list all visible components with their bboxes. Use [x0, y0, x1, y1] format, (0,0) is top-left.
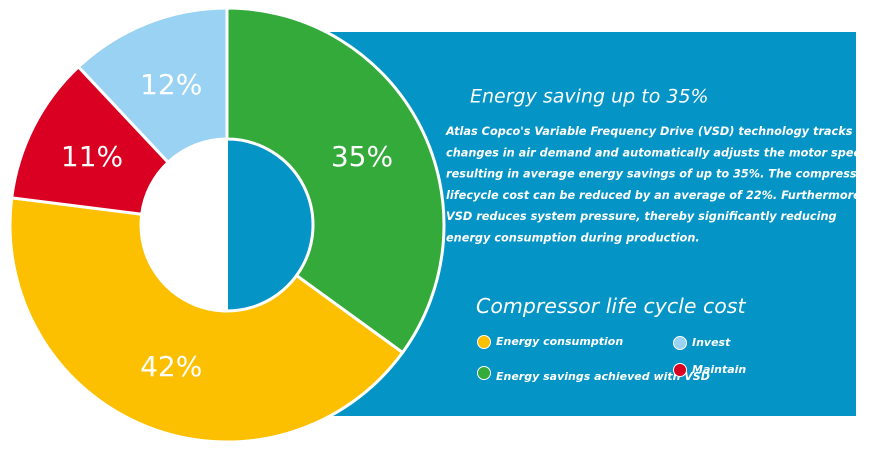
- heading: Energy saving up to 35%: [470, 86, 709, 108]
- slice: [225, 6, 446, 355]
- legend-swatch: [477, 366, 491, 380]
- legend-label: Energy consumption: [496, 335, 623, 348]
- legend-swatch: [673, 363, 687, 377]
- slice: [8, 196, 405, 444]
- paragraph-line: resulting in average energy savings of u…: [446, 168, 872, 181]
- slice: [76, 6, 229, 165]
- paragraph-line: Atlas Copco's Variable Frequency Drive (…: [445, 125, 853, 138]
- legend-swatch: [477, 335, 491, 349]
- value-label: 11%: [61, 140, 123, 173]
- paragraph-line: energy consumption during production.: [446, 232, 700, 245]
- slice: [10, 64, 171, 216]
- chart-title: Compressor life cycle cost: [476, 294, 746, 318]
- value-label: 35%: [331, 140, 393, 173]
- paragraph-line: VSD reduces system pressure, thereby sig…: [446, 210, 837, 223]
- legend-label: Energy savings achieved with VSD: [496, 370, 710, 383]
- value-label: 12%: [140, 68, 202, 101]
- paragraph-line: changes in air demand and automatically …: [446, 146, 872, 159]
- value-label: 42%: [140, 350, 202, 383]
- legend-label: Invest: [692, 336, 731, 349]
- paragraph-line: lifecycle cost can be reduced by an aver…: [446, 189, 865, 202]
- legend-swatch: [673, 336, 687, 350]
- legend-label: Maintain: [692, 363, 746, 376]
